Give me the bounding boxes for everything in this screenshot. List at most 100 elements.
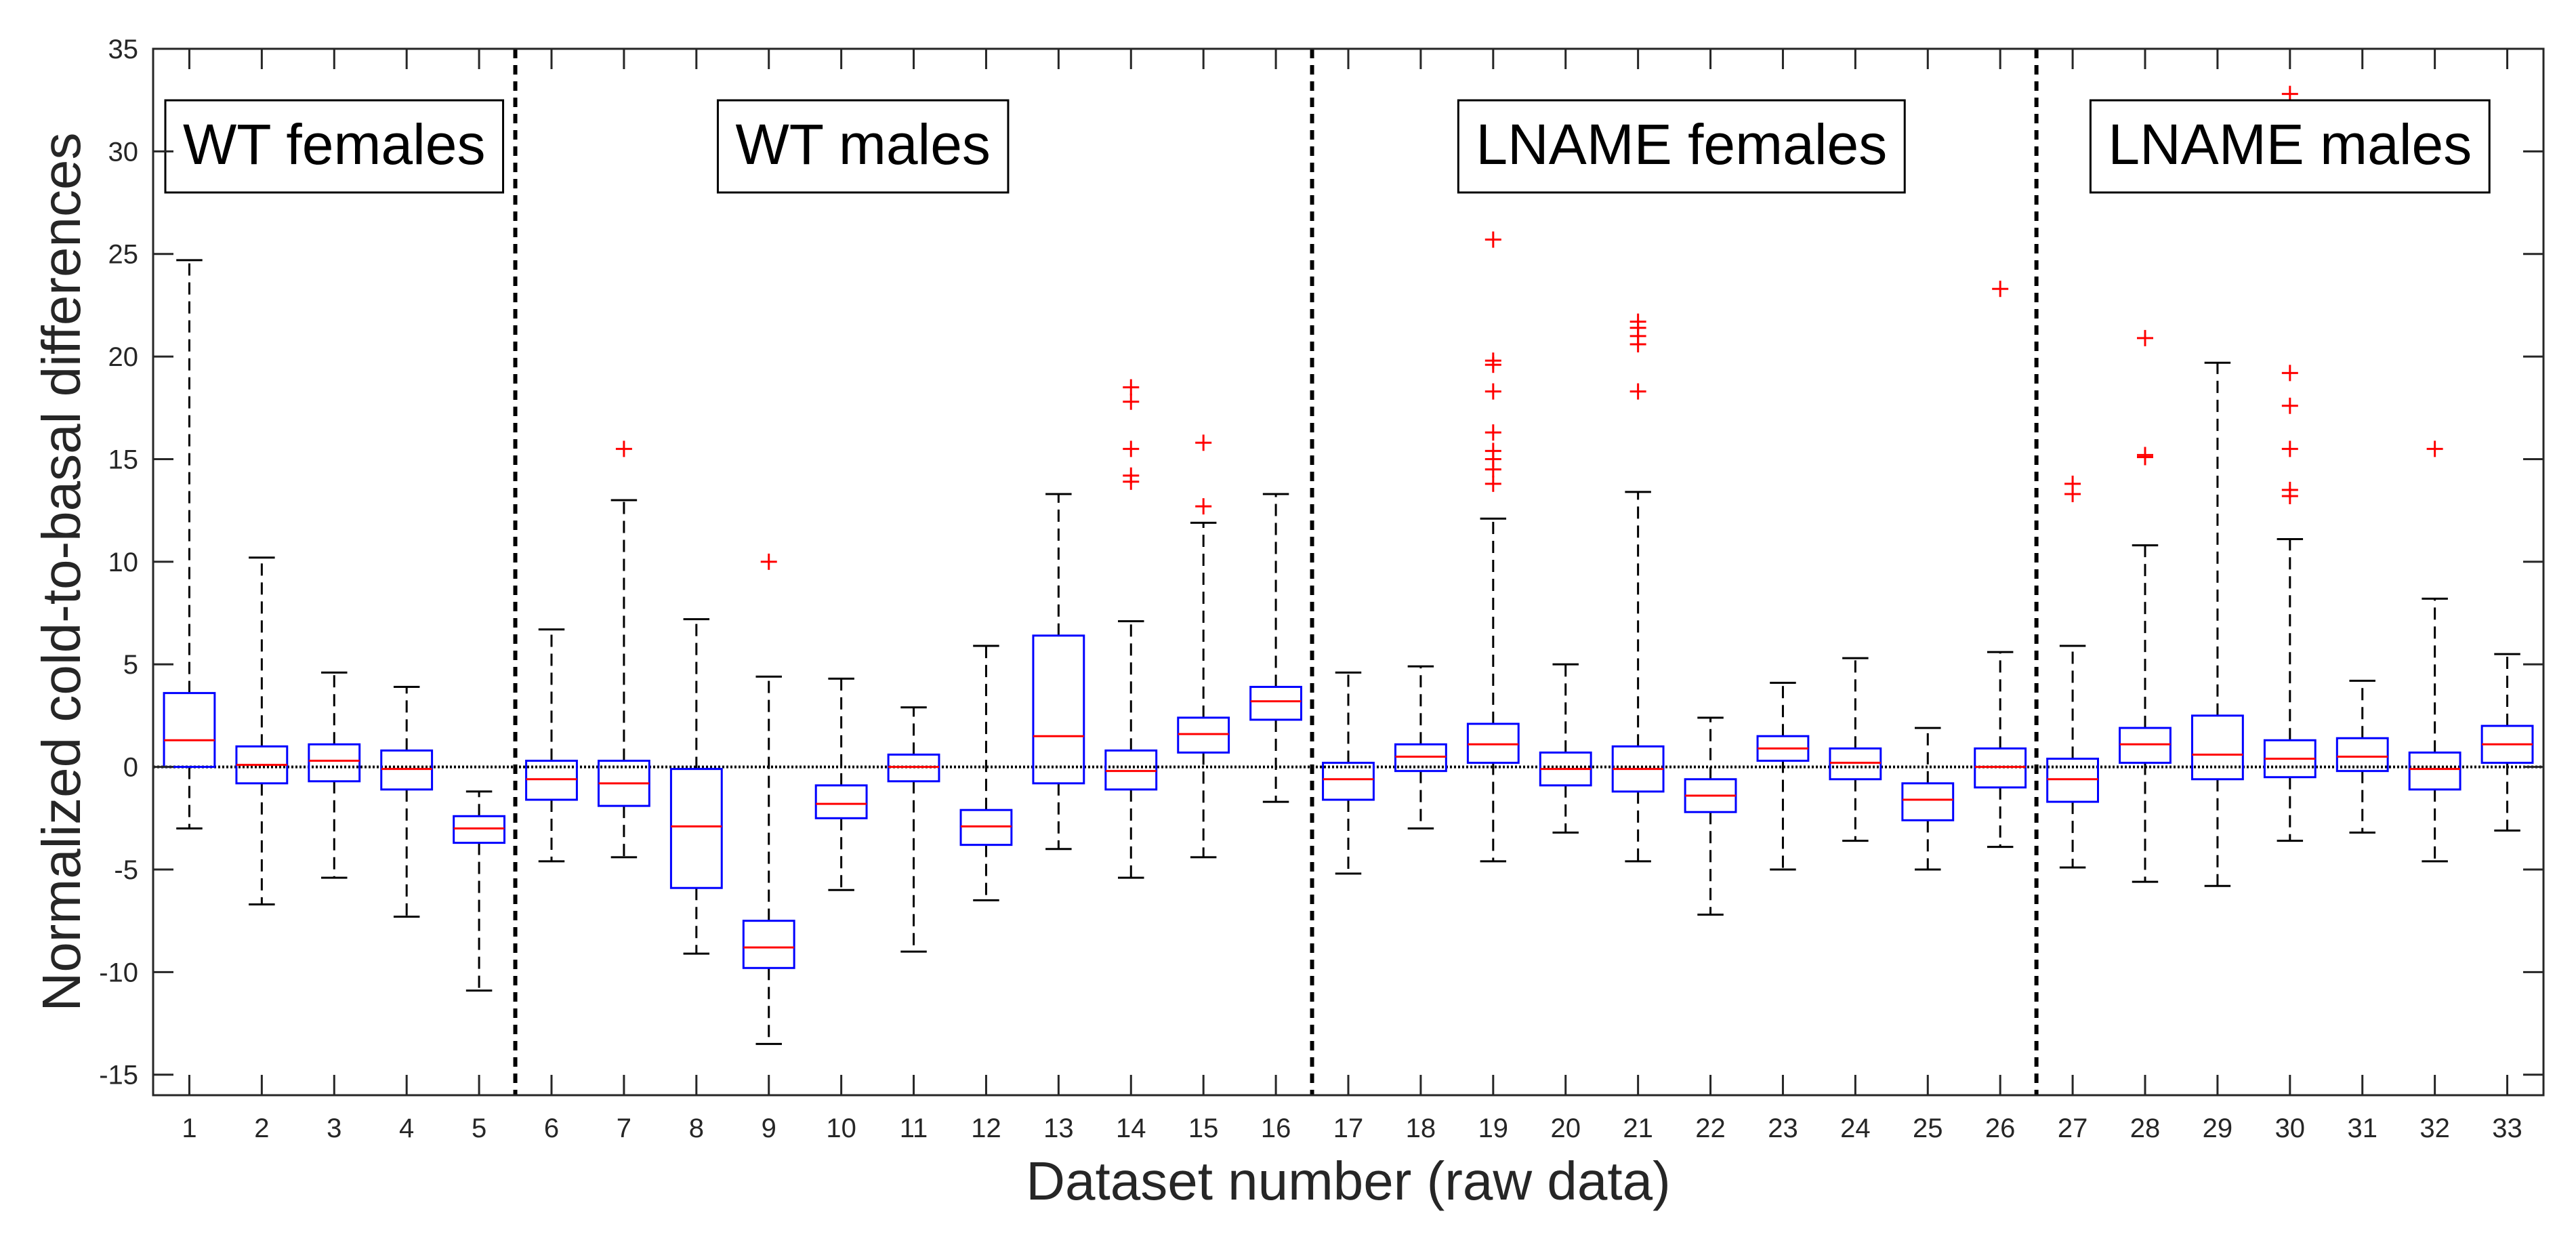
box-iqr [2046,757,2100,803]
box-iqr [1032,634,1085,785]
outlier-marker [2281,441,2298,457]
x-tick-label: 29 [2203,1113,2233,1143]
y-tick-label: -5 [114,855,138,885]
x-tick-label: 31 [2347,1113,2377,1143]
box-30 [2263,85,2317,842]
x-tick-label: 21 [1623,1113,1653,1143]
outlier-marker [1195,498,1212,515]
box-iqr [2335,737,2389,773]
group-label-box [2089,99,2491,194]
box-19 [1466,231,1520,863]
x-axis: 1 2 3 4 5 6 7 8 9 10 11 12 13 14 15 16 17 18 19 20 21 22 23 24 2… [182,49,2522,1143]
outlier-marker [1123,467,1140,484]
outlier-marker [760,553,777,570]
box-iqr [1177,716,1230,754]
box-iqr [453,815,506,844]
group-label-1: WT males [716,99,1010,194]
y-tick-label: -15 [99,1061,138,1090]
x-tick-label: 4 [399,1113,414,1143]
box-11 [887,706,940,953]
y-tick-label: 25 [108,240,139,270]
outlier-marker [1123,379,1140,396]
group-label-text: WT males [735,113,990,176]
box-29 [2190,361,2244,887]
outlier-marker [1484,352,1501,369]
x-tick-label: 33 [2492,1113,2522,1143]
x-tick-label: 2 [254,1113,269,1143]
y-tick-label: 35 [108,35,139,64]
box-12 [959,645,1013,901]
group-label-text: WT females [183,113,486,176]
outlier-marker [2281,481,2298,498]
x-tick-label: 9 [762,1113,776,1143]
box-3 [308,671,361,879]
box-9 [742,553,795,1045]
outlier-marker [2281,397,2298,414]
group-dividers [513,49,2039,1095]
outlier-marker [2064,475,2081,492]
y-axis-label: Normalized cold-to-basal differences [31,133,91,1012]
outlier-marker [2426,441,2443,457]
outlier-marker [1123,441,1140,457]
boxes-layer [163,85,2534,1045]
group-label-2: LNAME females [1457,99,1906,194]
y-tick-label: -10 [99,958,138,987]
x-tick-label: 3 [327,1113,341,1143]
x-tick-label: 16 [1261,1113,1291,1143]
x-tick-label: 23 [1768,1113,1798,1143]
group-label-box [716,99,1010,194]
box-24 [1829,657,1882,842]
box-27 [2046,475,2100,869]
y-tick-label: 0 [123,753,138,783]
box-iqr [163,692,216,769]
x-tick-label: 17 [1333,1113,1364,1143]
box-7 [597,441,650,859]
box-iqr [2190,714,2244,781]
box-iqr [1466,722,1520,764]
box-8 [669,618,723,955]
outlier-marker [1992,281,2009,298]
x-axis-label: Dataset number (raw data) [1026,1151,1671,1211]
box-5 [453,790,506,992]
box-28 [2119,329,2172,883]
x-tick-label: 27 [2058,1113,2088,1143]
outlier-marker [2137,447,2153,464]
box-1 [163,259,216,830]
x-tick-label: 1 [182,1113,196,1143]
x-tick-label: 8 [689,1113,704,1143]
box-16 [1249,493,1303,803]
box-iqr [1249,686,1303,721]
box-iqr [1322,762,1375,801]
box-14 [1104,379,1158,879]
x-tick-label: 28 [2130,1113,2161,1143]
x-tick-label: 11 [900,1113,928,1143]
x-tick-label: 22 [1695,1113,1726,1143]
box-iqr [308,743,361,783]
box-iqr [1829,747,1882,781]
group-label-box [1457,99,1906,194]
box-10 [814,677,868,891]
box-iqr [1974,747,2027,789]
group-label-box [164,99,505,194]
box-iqr [1104,749,1158,791]
outlier-marker [1484,231,1501,248]
box-18 [1394,665,1447,830]
outlier-marker [1629,313,1646,330]
outlier-marker [1195,434,1212,451]
box-iqr [887,753,940,783]
y-tick-label: 30 [108,137,139,167]
y-tick-label: 10 [108,548,139,577]
x-tick-label: 20 [1550,1113,1581,1143]
box-22 [1684,716,1737,916]
y-tick-label: 15 [108,445,139,474]
box-2 [235,556,289,905]
x-tick-label: 32 [2419,1113,2450,1143]
box-32 [2408,441,2461,863]
box-iqr [2408,751,2461,791]
outlier-marker [1629,383,1646,400]
box-iqr [742,920,795,969]
box-iqr [1901,782,1955,821]
box-6 [525,628,578,863]
group-label-text: LNAME males [2108,113,2472,176]
plot-area [153,49,2543,1095]
